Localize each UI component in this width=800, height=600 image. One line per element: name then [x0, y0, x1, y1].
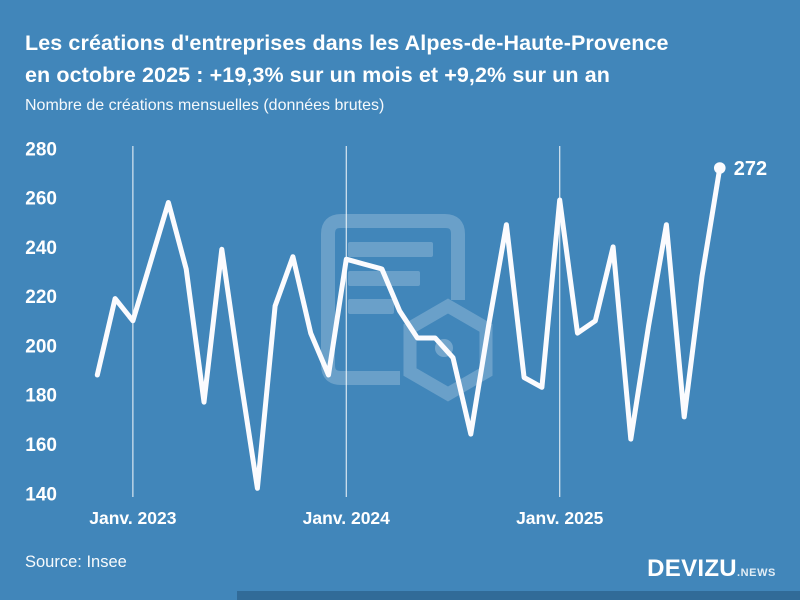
page-title-line1: Les créations d'entreprises dans les Alp…: [25, 31, 669, 55]
devizu-logo-main: DEVIZU: [647, 555, 737, 582]
devizu-logo-suffix: .NEWS: [736, 567, 776, 579]
y-axis-tick-label: 280: [25, 139, 57, 160]
watermark-document-outline: [321, 214, 465, 385]
data-series: 272: [94, 158, 767, 491]
devizu-logo: DEVIZU .NEWS: [647, 555, 776, 583]
y-axis-tick-label: 220: [25, 287, 57, 308]
footer-accent-bar: [237, 591, 800, 600]
end-point-value-label: 272: [734, 158, 767, 180]
y-axis-tick-label: 200: [25, 336, 57, 357]
y-axis-tick-label: 160: [25, 435, 57, 456]
axis-labels: Janv. 2023 Janv. 2024 Janv. 2025 280 260 240 2…: [25, 139, 603, 528]
devizu-watermark-icon: [321, 214, 493, 402]
x-axis-tick-label: Janv. 2024: [303, 508, 391, 528]
y-axis-tick-label: 240: [25, 238, 57, 259]
gridlines: [132, 146, 561, 497]
y-axis-tick-label: 260: [25, 189, 57, 210]
y-axis-tick-label: 140: [25, 484, 57, 505]
watermark-text-bar: [348, 299, 394, 314]
chart-subtitle: Nombre de créations mensuelles (données …: [25, 97, 385, 114]
header: Les créations d'entreprises dans les Alp…: [25, 27, 785, 115]
end-point-dot: [713, 162, 726, 174]
x-axis-tick-label: Janv. 2025: [516, 508, 604, 528]
watermark-text-bar: [348, 242, 433, 257]
page-title-line2: en octobre 2025 : +19,3% sur un mois et …: [25, 63, 611, 87]
data-line: [94, 165, 723, 491]
y-axis-tick-label: 180: [25, 386, 57, 407]
source-caption: Source: Insee: [25, 553, 127, 571]
x-axis-tick-label: Janv. 2023: [89, 508, 177, 528]
